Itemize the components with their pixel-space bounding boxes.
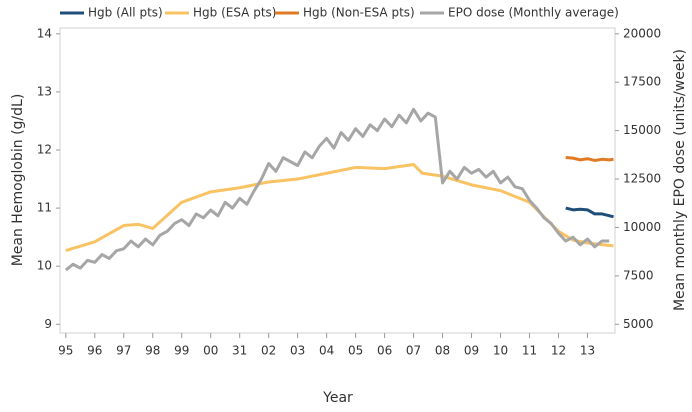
y-tick-label: 11 [37,201,52,215]
y-tick-label: 10 [37,259,52,273]
y-tick-label: 12 [37,143,52,157]
x-tick-label: 13 [580,344,595,358]
x-tick-label: 09 [464,344,479,358]
plot-frame [59,27,616,334]
x-tick-label: 06 [377,344,392,358]
x-tick-label: 11 [522,344,537,358]
x-tick-label: 31 [232,344,247,358]
legend-label: Hgb (ESA pts) [193,6,276,20]
x-tick-label: 99 [174,344,189,358]
x-tick-label: 05 [348,344,363,358]
series-line [65,163,614,252]
series-line [565,206,614,219]
y2-tick-label: 20000 [623,26,661,40]
series-line [565,156,614,162]
x-tick-label: 96 [87,344,102,358]
x-tick-label: 97 [116,344,131,358]
legend-label: Hgb (Non-ESA pts) [303,6,415,20]
x-axis-title: Year [322,390,353,406]
y2-tick-label: 5000 [623,317,654,331]
legend-label: EPO dose (Monthly average) [448,6,619,20]
y2-tick-label: 17500 [623,75,661,89]
y-axis-title: Mean Hemoglobin (g/dL) [10,94,26,267]
y-tick-label: 14 [37,26,52,40]
x-tick-label: 10 [493,344,508,358]
y2-tick-label: 10000 [623,220,661,234]
x-tick-label: 00 [203,344,218,358]
x-tick-label: 08 [435,344,450,358]
x-tick-label: 95 [58,344,73,358]
legend-label: Hgb (All pts) [88,6,163,20]
y2-tick-label: 7500 [623,268,654,282]
x-tick-label: 98 [145,344,160,358]
y2-axis-title: Mean monthly EPO dose (units/week) [672,49,688,311]
x-tick-label: 07 [406,344,421,358]
series-line [64,107,610,272]
y-tick-label: 9 [44,317,52,331]
x-tick-label: 12 [551,344,566,358]
x-tick-label: 04 [319,344,334,358]
x-tick-label: 03 [290,344,305,358]
y-tick-label: 13 [37,84,52,98]
y2-tick-label: 15000 [623,123,661,137]
x-tick-label: 02 [261,344,276,358]
y2-tick-label: 12500 [623,172,661,186]
